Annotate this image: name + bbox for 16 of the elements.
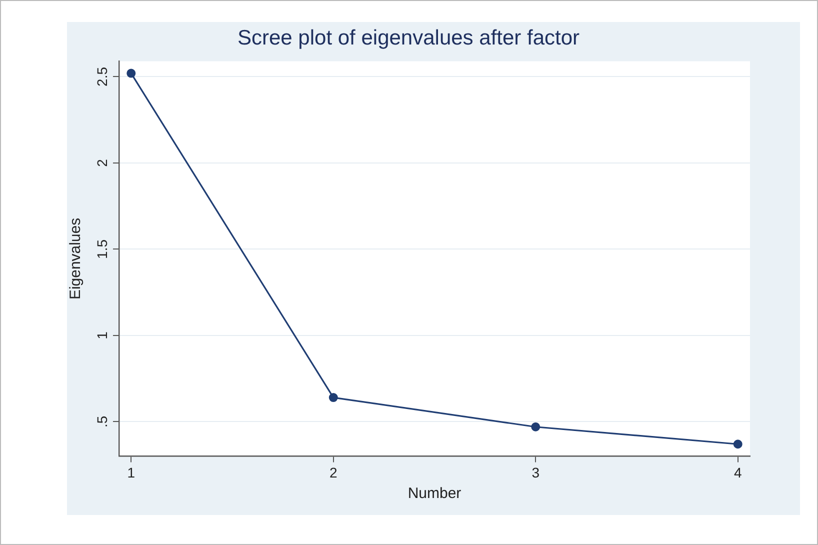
x-tick-label: 4 [734,464,742,480]
x-tick-label: 1 [127,464,136,480]
y-tick-label: 2 [94,158,110,167]
point [328,393,338,402]
y-tick-label: 1.5 [94,239,110,259]
x-tick-label: 3 [532,464,540,480]
y-axis-title: Eigenvalues [67,218,84,300]
x-tick-label: 2 [329,464,338,480]
point [126,68,136,78]
point [733,440,742,449]
x-axis-title: Number [408,485,462,502]
y-tick-label: 2.5 [94,66,110,86]
y-tick-label: 1 [94,331,110,340]
point [531,422,540,432]
chart-title: Scree plot of eigenvalues after factor [237,26,580,50]
y-tick-label: .5 [94,416,110,428]
